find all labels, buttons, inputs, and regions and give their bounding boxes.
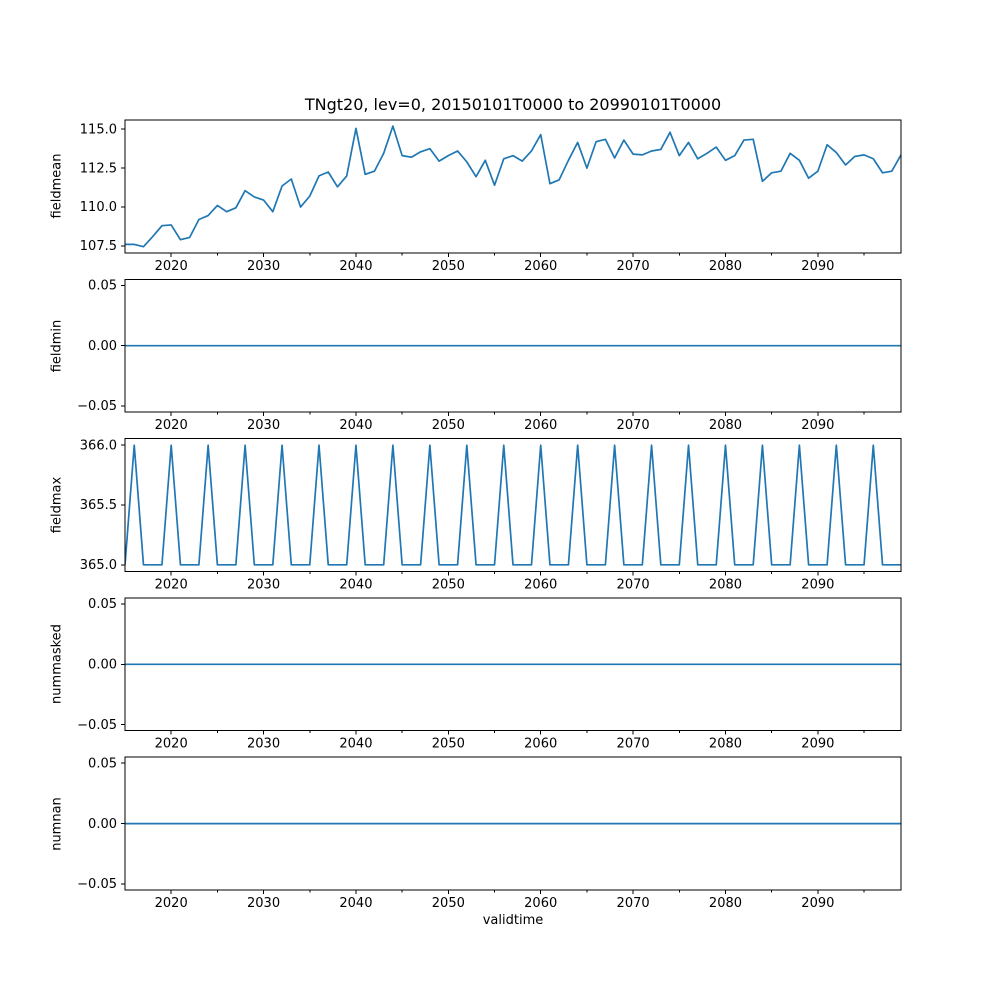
fieldmin-xtick-label: 2020 [155,418,188,433]
fieldmax-xtick-label: 2020 [155,577,188,592]
fieldmean-xtick-label: 2030 [247,259,280,274]
fieldmax-xtick-label: 2080 [709,577,742,592]
fieldmax-xtick-label: 2050 [432,577,465,592]
fieldmin-xtick-label: 2030 [247,418,280,433]
numnan-ytick-label: 0.05 [88,756,117,771]
fieldmax-xtick-label: 2040 [339,577,372,592]
fieldmax-xtick-label: 2030 [247,577,280,592]
fieldmin-xtick-label: 2090 [801,418,834,433]
nummasked-ytick-label: −0.05 [77,718,117,733]
numnan-xtick-label: 2070 [617,896,650,911]
numnan-xtick-label: 2040 [339,896,372,911]
x-axis-label: validtime [482,913,544,928]
fieldmax-ytick-label: 365.0 [80,558,117,573]
subplot-fieldmax: 365.0 365.5 366.0 2020 2030 2040 2050 2060 2070 2… [80,438,902,592]
nummasked-ytick-label: 0.05 [88,597,117,612]
numnan-ytick-label: −0.05 [77,877,117,892]
fieldmin-ytick-label: 0.05 [88,278,117,293]
fieldmax-xtick-label: 2070 [617,577,650,592]
fieldmin-xtick-label: 2050 [432,418,465,433]
numnan-xtick-label: 2090 [801,896,834,911]
nummasked-xtick-label: 2050 [432,737,465,752]
nummasked-xtick-label: 2020 [155,737,188,752]
fieldmean-xtick-label: 2020 [155,259,188,274]
ylabel-fieldmean: fieldmean [49,153,65,219]
nummasked-xtick-label: 2040 [339,737,372,752]
numnan-xtick-label: 2020 [155,896,188,911]
nummasked-xtick-label: 2070 [617,737,650,752]
numnan-xtick-label: 2060 [524,896,557,911]
fieldmax-ytick-label: 366.0 [80,438,117,453]
fieldmean-frame [124,119,902,254]
nummasked-ytick-label: 0.00 [88,657,117,672]
fieldmean-xtick-label: 2080 [709,259,742,274]
subplot-fieldmean: 107.5 110.0 112.5 115.0 2020 2030 2040 2050 2060… [80,119,902,274]
ylabel-fieldmin: fieldmin [49,319,65,373]
fieldmean-line [125,125,901,248]
ylabel-numnan: numnan [49,797,65,851]
fieldmean-ytick-label: 110.0 [80,200,117,215]
fieldmax-xtick-label: 2090 [801,577,834,592]
numnan-ytick-label: 0.00 [88,817,117,832]
subplot-fieldmin: −0.05 0.00 0.05 2020 2030 2040 2050 2060 2070 208… [77,278,902,433]
fieldmean-xtick-label: 2060 [524,259,557,274]
fieldmean-xtick-label: 2070 [617,259,650,274]
nummasked-xtick-label: 2080 [709,737,742,752]
numnan-xtick-label: 2050 [432,896,465,911]
fieldmin-xtick-label: 2040 [339,418,372,433]
figure-title: TNgt20, lev=0, 20150101T0000 to 20990101… [304,95,722,114]
subplot-numnan: −0.05 0.00 0.05 2020 2030 2040 2050 2060 2070 208… [77,756,902,911]
fieldmean-xtick-label: 2040 [339,259,372,274]
fieldmax-xtick-label: 2060 [524,577,557,592]
fieldmin-xtick-label: 2060 [524,418,557,433]
fieldmean-xtick-label: 2050 [432,259,465,274]
nummasked-xtick-label: 2090 [801,737,834,752]
fieldmin-ytick-label: 0.00 [88,339,117,354]
fieldmax-line [125,444,901,566]
nummasked-xtick-label: 2030 [247,737,280,752]
fieldmax-frame [124,438,902,572]
fieldmin-xtick-label: 2070 [617,418,650,433]
subplot-nummasked: −0.05 0.00 0.05 2020 2030 2040 2050 2060 2070 208… [77,597,902,752]
fieldmin-ytick-label: −0.05 [77,399,117,414]
fieldmean-ytick-label: 112.5 [80,161,117,176]
ylabel-nummasked: nummasked [49,624,65,704]
nummasked-xtick-label: 2060 [524,737,557,752]
fieldmean-xtick-label: 2090 [801,259,834,274]
fieldmax-ytick-label: 365.5 [80,498,117,513]
fieldmin-xtick-label: 2080 [709,418,742,433]
ylabel-fieldmax: fieldmax [49,476,65,534]
fieldmean-ytick-label: 107.5 [80,239,117,254]
fieldmean-ytick-label: 115.0 [80,122,117,137]
numnan-xtick-label: 2030 [247,896,280,911]
numnan-xtick-label: 2080 [709,896,742,911]
